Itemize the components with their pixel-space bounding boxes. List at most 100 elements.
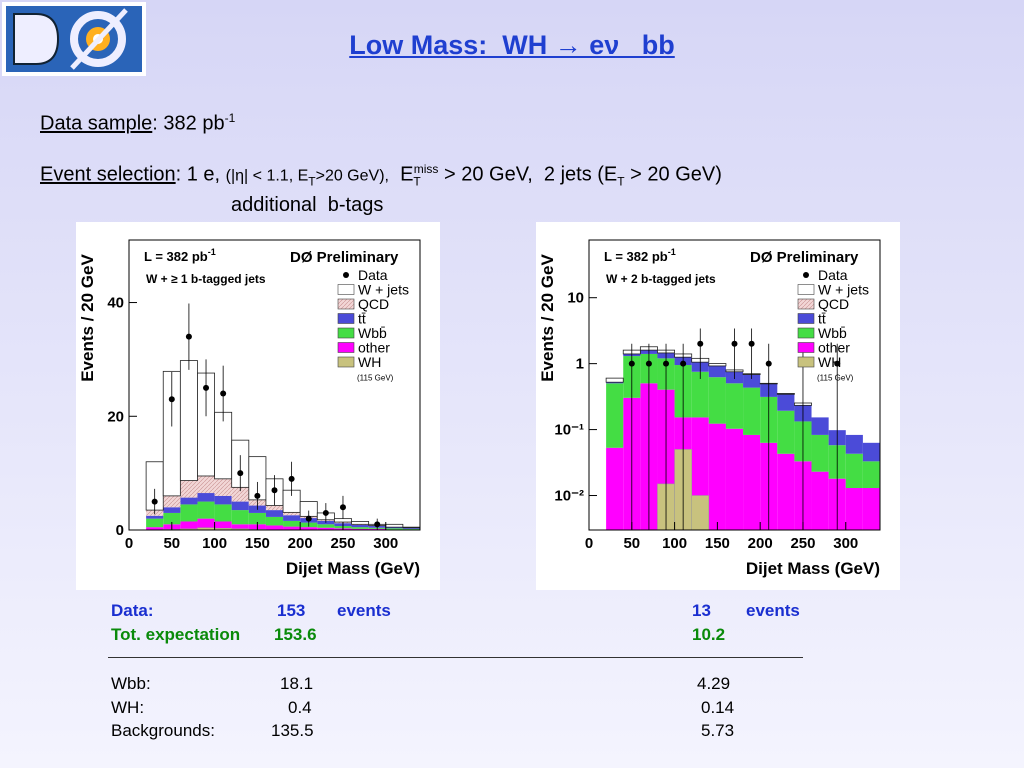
stack-segment <box>248 512 266 525</box>
x-tick-label: 150 <box>245 535 270 552</box>
legend-swatch <box>797 284 815 295</box>
y-tick-label: 1 <box>576 356 584 373</box>
stack-segment <box>146 518 164 528</box>
text: > 20 GeV, 2 jets (E <box>438 163 618 186</box>
frame <box>588 239 881 531</box>
legend-label: Data <box>358 267 388 283</box>
data-point <box>237 470 244 477</box>
x-tick-label: 200 <box>288 535 313 552</box>
data-point <box>680 360 687 367</box>
data-point <box>271 487 278 494</box>
table-cell: Tot. expectation <box>111 625 241 644</box>
event-selection: Event selection: 1 e, (|η| < 1.1, ET>20 … <box>40 162 722 189</box>
x-tick-label: 100 <box>662 535 687 552</box>
table-cell: 135.5 <box>271 721 314 740</box>
stack-segment <box>214 478 232 496</box>
lumi: L = 382 pb-1 <box>144 247 216 264</box>
stack-segment <box>691 371 709 418</box>
legend-label: tt̄ <box>818 311 826 327</box>
stack-segment <box>197 501 215 519</box>
x-tick-label: 50 <box>623 535 640 552</box>
table-cell: 18.1 <box>280 674 314 693</box>
x-tick-label: 0 <box>125 535 133 552</box>
stack-segment <box>197 518 215 530</box>
data-point <box>645 360 652 367</box>
sup: -1 <box>224 111 236 125</box>
y-tick-label: 0 <box>116 522 124 539</box>
data-point <box>765 360 772 367</box>
stack-segment <box>351 521 370 525</box>
stack-segment <box>385 527 403 529</box>
frame <box>128 239 421 531</box>
table-cell: 153.6 <box>274 625 317 644</box>
data-point <box>374 521 381 528</box>
data-point <box>697 340 704 347</box>
legend-label: WH <box>358 354 381 370</box>
separator <box>108 657 803 658</box>
stack-segment <box>606 382 624 384</box>
label: Event selection <box>40 163 176 186</box>
legend-swatch <box>797 327 815 339</box>
legend-label: QCD <box>818 296 849 312</box>
data-point <box>322 509 329 516</box>
stack-segment <box>265 516 284 526</box>
text: > 20 GeV) <box>624 163 722 186</box>
table-cell: 4.29 <box>697 674 731 693</box>
data-point <box>305 515 312 522</box>
table-cell: 10.2 <box>692 625 726 644</box>
data-point <box>339 504 346 511</box>
stack-segment <box>265 510 284 517</box>
stack-segment <box>231 510 249 525</box>
legend-label: Wbb̄ <box>818 325 847 341</box>
stack-segment <box>214 504 232 522</box>
stack-segment <box>317 524 335 528</box>
wh-note: (115 GeV) <box>357 374 394 383</box>
stack-segment <box>231 524 249 530</box>
stack-segment <box>776 393 795 395</box>
stack-segment <box>402 526 420 529</box>
sub: T <box>308 174 316 189</box>
table-cell: 0.4 <box>288 698 312 717</box>
stack-segment <box>708 423 726 530</box>
y-tick-label: 20 <box>107 408 124 425</box>
stack-segment <box>845 488 863 530</box>
sup: miss <box>413 162 439 176</box>
logo <box>2 2 146 76</box>
legend-swatch <box>337 327 355 339</box>
legend-marker <box>343 272 349 278</box>
stack-segment <box>606 447 624 530</box>
stack-segment <box>283 520 301 527</box>
plot-area <box>145 303 420 530</box>
y-tick-label: 40 <box>107 295 124 312</box>
y-axis-label: Events / 20 GeV <box>538 254 557 382</box>
legend-swatch <box>337 284 355 295</box>
table-cell: events <box>746 601 800 620</box>
x-tick-label: 250 <box>330 535 355 552</box>
legend-label: other <box>358 340 390 356</box>
data-point <box>628 360 635 367</box>
data-point <box>834 360 841 367</box>
data-point <box>151 498 158 505</box>
legend-swatch <box>337 342 355 353</box>
stack-segment <box>163 512 181 525</box>
legend-swatch <box>797 356 815 368</box>
x-axis-label: Dijet Mass (GeV) <box>286 559 420 578</box>
data-point <box>185 333 192 340</box>
stack-segment <box>283 526 301 530</box>
table-cell: 0.14 <box>701 698 735 717</box>
stack-segment <box>862 442 880 462</box>
stack-segment <box>845 434 863 454</box>
stack-segment <box>845 453 863 489</box>
data-point <box>168 396 175 403</box>
stack-segment <box>300 527 318 530</box>
y-axis-label: Events / 20 GeV <box>78 254 97 382</box>
stack-segment <box>214 411 233 480</box>
stack-segment <box>146 515 164 519</box>
stack-segment <box>163 495 181 508</box>
stack-segment <box>385 523 404 528</box>
lumi: L = 382 pb-1 <box>604 247 676 264</box>
stack-segment <box>811 434 829 472</box>
legend-label: other <box>818 340 850 356</box>
legend-swatch <box>797 313 815 324</box>
stack-segment <box>708 377 726 424</box>
